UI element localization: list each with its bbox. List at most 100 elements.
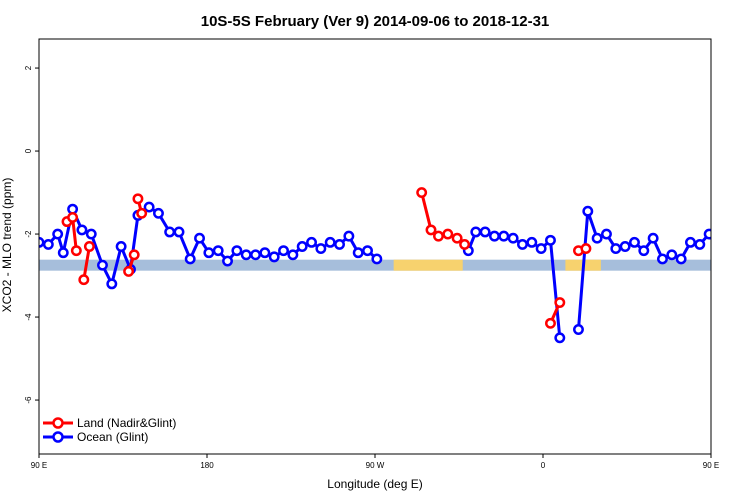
land-data-point	[451, 232, 463, 244]
ocean-data-point	[489, 230, 500, 242]
ocean-data-point	[97, 259, 108, 271]
ocean-data-point	[203, 247, 215, 259]
ocean-data-point	[619, 241, 631, 252]
ocean-data-point	[638, 245, 650, 257]
ocean-data-point	[250, 249, 261, 261]
ocean-data-point	[724, 205, 732, 213]
land-data-point	[83, 241, 95, 252]
ocean-data-point	[666, 249, 678, 261]
x-tick-label: 180	[200, 461, 214, 470]
x-tick-label: 90 W	[366, 461, 385, 470]
ocean-data-point	[610, 243, 622, 255]
ocean-band	[39, 259, 711, 271]
land-data-point	[78, 274, 90, 286]
ocean-data-point	[470, 226, 482, 238]
ocean-data-point	[526, 236, 538, 248]
ocean-data-point	[582, 205, 594, 217]
series-layer	[39, 187, 750, 344]
ocean-data-point	[39, 236, 45, 248]
axis-ticks: 90 E 180 90 W 0 90 E 2 0 -2 -4 -6	[24, 65, 719, 470]
legend-label-ocean: Ocean (Glint)	[77, 430, 148, 444]
legend: Land (Nadir&Glint) Ocean (Glint)	[43, 416, 176, 444]
ocean-data-point	[85, 228, 97, 240]
ocean-data-point	[498, 230, 510, 242]
ocean-data-point	[278, 245, 289, 257]
ocean-data-point	[733, 224, 741, 232]
chart-title: 10S-5S February (Ver 9) 2014-09-06 to 20…	[201, 13, 550, 30]
ocean-data-point	[143, 201, 155, 213]
x-tick-label: 0	[541, 461, 546, 470]
ocean-data-point	[716, 249, 724, 257]
ocean-data-point	[675, 253, 687, 265]
ocean-data-point	[742, 230, 750, 238]
ocean-data-point	[42, 238, 54, 250]
land-data-point	[123, 265, 135, 277]
ocean-data-point	[554, 332, 566, 344]
land-data-point	[554, 297, 566, 308]
ocean-data-point	[231, 245, 243, 257]
x-axis-label: Longitude (deg E)	[327, 477, 422, 491]
ocean-data-point	[52, 228, 64, 240]
ocean-data-point	[212, 245, 224, 257]
y-tick-label: -4	[24, 313, 33, 321]
land-data-point	[70, 245, 82, 257]
ocean-data-point	[324, 236, 336, 248]
ocean-data-point	[306, 236, 317, 248]
legend-marker-ocean	[52, 431, 64, 443]
land-data-point	[580, 243, 592, 255]
ocean-data-point	[222, 255, 233, 267]
y-axis-label: XCO2 - MLO trend (ppm)	[0, 178, 14, 313]
land-data-point	[67, 212, 79, 223]
ocean-data-point	[591, 232, 603, 244]
x-tick-label: 90 E	[703, 461, 719, 470]
y-tick-label: -2	[24, 230, 33, 238]
land-data-point	[425, 224, 437, 236]
ocean-data-point	[76, 224, 88, 236]
x-tick-label: 90 E	[31, 461, 47, 470]
ocean-data-point	[153, 207, 164, 219]
ocean-data-point	[115, 241, 127, 252]
land-data-point	[545, 317, 556, 329]
ocean-data-point	[507, 232, 519, 244]
ocean-data-point	[57, 247, 69, 259]
legend-label-land: Land (Nadir&Glint)	[77, 416, 176, 430]
ocean-data-point	[573, 324, 584, 335]
ocean-data-point	[629, 236, 640, 248]
ocean-data-point	[535, 243, 547, 255]
ocean-data-point	[362, 245, 373, 257]
ocean-data-point	[184, 253, 196, 265]
ocean-data-point	[106, 278, 118, 290]
land-data-point	[459, 238, 471, 250]
legend-marker-land	[52, 417, 64, 429]
y-tick-label: -6	[24, 396, 33, 404]
ocean-data-point	[343, 230, 355, 242]
ocean-data-point	[694, 238, 706, 250]
ocean-data-point	[371, 253, 383, 265]
land-series-line	[82, 246, 91, 280]
ocean-data-point	[334, 238, 345, 250]
ocean-data-point	[657, 253, 668, 265]
ocean-data-point	[259, 247, 271, 259]
ocean-data-point	[352, 247, 364, 259]
y-tick-label: 2	[24, 65, 33, 70]
ocean-data-point	[240, 249, 252, 261]
land-data-point	[136, 207, 148, 219]
land-data-point	[442, 228, 454, 240]
ocean-data-point	[315, 243, 327, 255]
ocean-data-point	[601, 228, 612, 240]
ocean-data-point	[517, 238, 528, 250]
land-band	[393, 259, 463, 271]
ocean-data-point	[268, 251, 280, 263]
land-data-point	[132, 193, 144, 205]
ocean-data-point	[287, 249, 299, 261]
ocean-data-point	[194, 232, 205, 244]
ocean-data-point	[164, 226, 176, 238]
land-data-point	[416, 187, 428, 199]
ocean-data-point	[545, 234, 556, 246]
ocean-data-point	[685, 236, 696, 248]
ocean-data-point	[647, 232, 659, 244]
land-data-point	[433, 230, 444, 242]
land-data-point	[128, 249, 140, 261]
ocean-data-point	[173, 226, 185, 238]
